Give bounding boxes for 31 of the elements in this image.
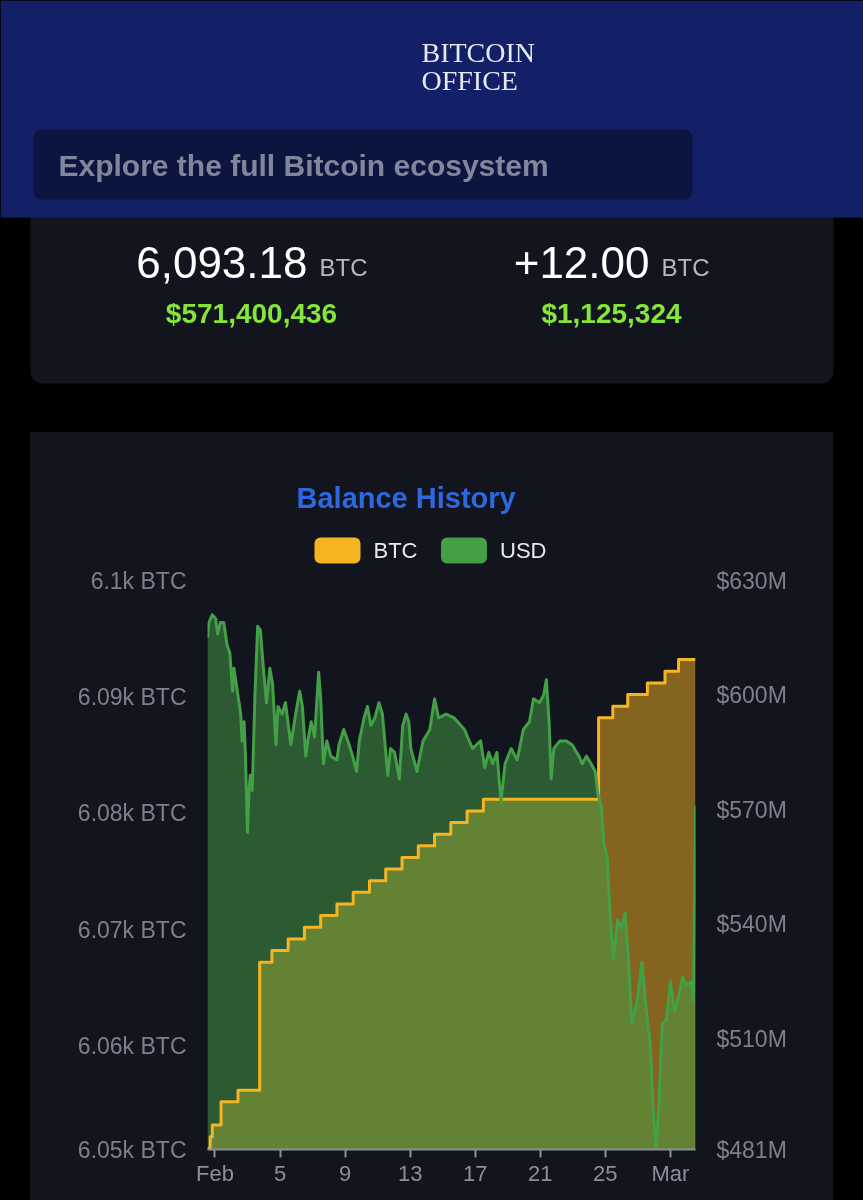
y2-tick-label: $600M <box>716 682 787 709</box>
x-tick-label: 9 <box>338 1160 352 1186</box>
chart-title: Balance History <box>296 481 516 514</box>
x-tick-label: 5 <box>273 1160 287 1186</box>
x-tick-label: 25 <box>593 1160 618 1186</box>
text: 6,093.18 <box>136 238 308 287</box>
legend-label: USD <box>500 538 547 563</box>
y2-tick-label: $540M <box>716 911 787 938</box>
y-tick-label: 6.05k BTC <box>77 1136 187 1163</box>
text: BITCOIN OFFICE <box>421 36 536 97</box>
x-tick-label: 13 <box>397 1160 423 1186</box>
text: BTC <box>661 254 710 281</box>
legend-label: BTC <box>373 538 418 563</box>
text: Explore the full Bitcoin ecosystem <box>58 149 549 182</box>
y-tick-label: 6.06k BTC <box>77 1032 187 1059</box>
y2-tick-label: $570M <box>716 796 787 823</box>
y2-tick-label: $481M <box>716 1136 787 1163</box>
text: BTC <box>319 254 368 281</box>
text: $571,400,436 <box>165 298 338 329</box>
text: $1,125,324 <box>541 298 682 329</box>
x-tick-label: 17 <box>462 1160 488 1186</box>
y2-tick-label: $630M <box>716 567 787 594</box>
y2-tick-label: $510M <box>716 1025 787 1052</box>
x-tick-label: Mar <box>651 1160 690 1186</box>
y-tick-label: 6.08k BTC <box>77 800 187 827</box>
x-tick-label: 21 <box>528 1160 553 1186</box>
y-tick-label: 6.09k BTC <box>77 683 187 710</box>
y-tick-label: 6.1k BTC <box>90 567 187 594</box>
text: +12.00 <box>513 238 650 287</box>
y-tick-label: 6.07k BTC <box>77 916 187 943</box>
x-tick-label: Feb <box>196 1160 234 1186</box>
